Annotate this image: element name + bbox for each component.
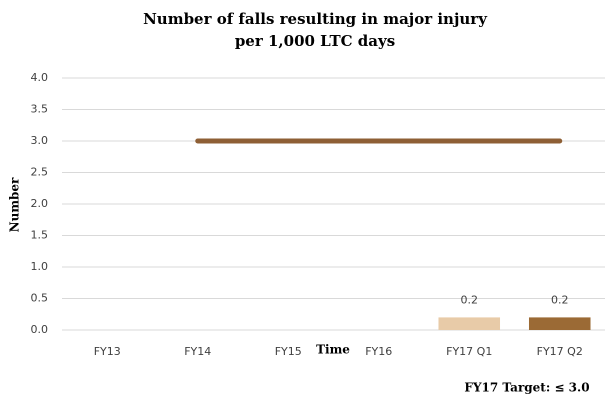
y-tick-label: 0.5 <box>31 292 49 305</box>
y-tick-label: 1.0 <box>31 260 49 273</box>
x-tick-label: FY13 <box>94 345 121 358</box>
y-tick-label: 2.0 <box>31 197 49 210</box>
x-tick-label: FY17 Q1 <box>446 345 492 358</box>
bar <box>528 317 591 330</box>
data-label: 0.2 <box>551 293 569 306</box>
x-tick-label: FY14 <box>184 345 211 358</box>
y-tick-label: 3.0 <box>31 134 49 147</box>
chart-title: per 1,000 LTC days <box>235 32 395 50</box>
bar <box>438 317 501 330</box>
y-tick-label: 2.5 <box>31 166 49 179</box>
x-tick-label: FY17 Q2 <box>537 345 583 358</box>
x-tick-label: FY15 <box>275 345 302 358</box>
y-tick-label: 4.0 <box>31 71 49 84</box>
x-tick-label: FY16 <box>365 345 392 358</box>
chart-title: Number of falls resulting in major injur… <box>143 10 488 28</box>
annotation: FY17 Target: ≤ 3.0 <box>464 381 589 395</box>
y-tick-label: 3.5 <box>31 103 49 116</box>
x-axis-label: Time <box>316 343 350 357</box>
y-axis-label: Number <box>8 177 22 232</box>
y-tick-label: 0.0 <box>31 323 49 336</box>
data-label: 0.2 <box>461 293 479 306</box>
y-tick-label: 1.5 <box>31 229 49 242</box>
